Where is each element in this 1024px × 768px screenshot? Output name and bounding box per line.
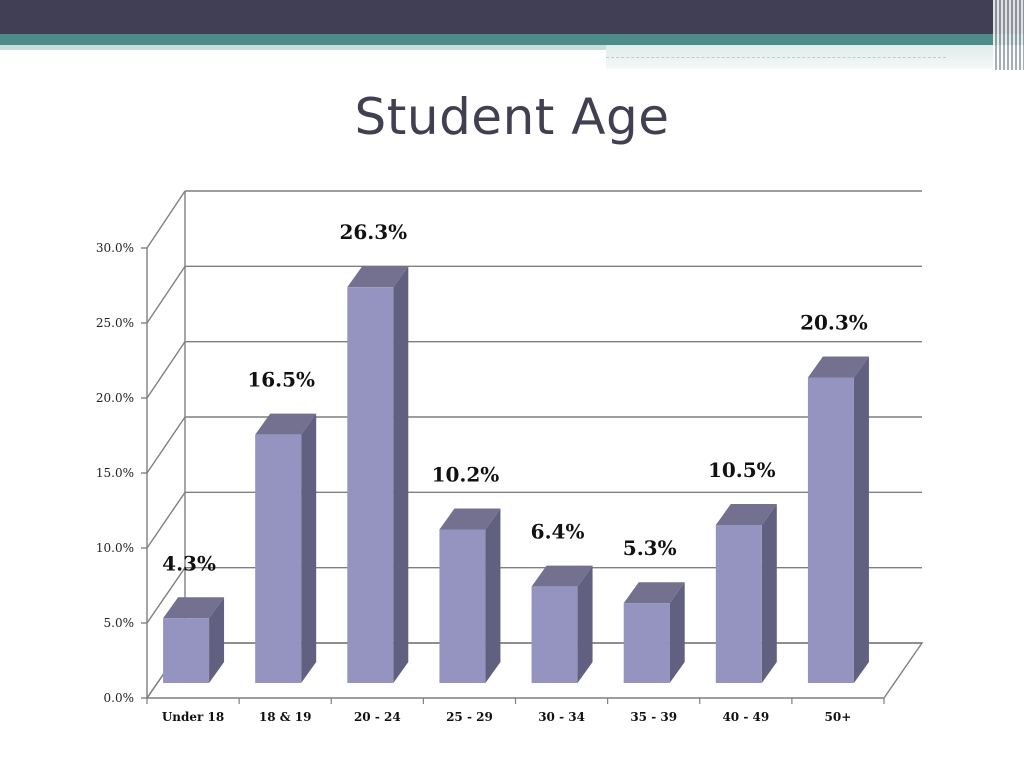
bar-side xyxy=(301,413,317,683)
header-light-band xyxy=(0,45,606,50)
y-tick-label: 15.0% xyxy=(96,466,134,480)
side-gridline xyxy=(146,416,186,474)
bar-top xyxy=(347,266,409,288)
y-tick-label: 20.0% xyxy=(96,391,134,405)
header-dashed-line xyxy=(606,57,946,59)
y-tick-label: 5.0% xyxy=(104,616,135,630)
bar-top xyxy=(439,508,501,530)
bar-top xyxy=(255,413,317,435)
bar-side xyxy=(485,508,501,683)
data-label: 5.3% xyxy=(623,536,677,560)
side-gridline xyxy=(146,341,186,399)
data-label: 16.5% xyxy=(247,368,315,392)
side-gridline xyxy=(146,190,186,249)
x-tick-label: 50+ xyxy=(825,710,852,724)
data-label: 10.2% xyxy=(432,462,500,486)
header-dark-band xyxy=(0,0,1024,34)
x-tick-label: 35 - 39 xyxy=(630,710,677,724)
y-tick-label: 30.0% xyxy=(96,241,134,255)
y-tick-label: 25.0% xyxy=(96,316,134,330)
y-tick-label: 0.0% xyxy=(104,691,135,705)
bar-top xyxy=(531,565,593,587)
data-label: 20.3% xyxy=(800,310,868,334)
x-tick-label: 30 - 34 xyxy=(538,710,585,724)
bar-side xyxy=(577,565,593,683)
bar xyxy=(255,434,302,683)
bar-top xyxy=(715,503,777,525)
bar xyxy=(623,603,670,683)
bar-top xyxy=(163,597,225,619)
x-tick-label: 20 - 24 xyxy=(354,710,401,724)
data-label: 10.5% xyxy=(708,458,776,482)
bar-side xyxy=(853,356,869,683)
side-gridline xyxy=(146,491,186,549)
bar-side xyxy=(393,266,409,683)
x-tick-label: Under 18 xyxy=(162,710,224,724)
bar xyxy=(347,287,394,683)
bar-top xyxy=(623,582,685,604)
bar-top xyxy=(807,356,869,378)
data-label: 6.4% xyxy=(531,520,585,544)
side-gridline xyxy=(146,567,186,624)
bar-side xyxy=(761,503,777,683)
header-teal-band xyxy=(0,34,1024,45)
bar xyxy=(807,377,854,683)
bar-side xyxy=(669,582,685,683)
y-tick-label: 10.0% xyxy=(96,541,134,555)
data-label: 26.3% xyxy=(339,220,407,244)
side-gridline xyxy=(146,265,186,324)
bar xyxy=(715,524,762,683)
slide-title: Student Age xyxy=(354,88,670,146)
header-edge-lines xyxy=(993,0,1024,70)
x-tick-label: 18 & 19 xyxy=(259,710,312,724)
bar xyxy=(163,618,210,683)
x-tick-label: 25 - 29 xyxy=(446,710,493,724)
x-tick-label: 40 - 49 xyxy=(722,710,769,724)
bar-side xyxy=(209,597,225,683)
data-label: 4.3% xyxy=(162,551,216,575)
bar xyxy=(439,529,486,683)
bar xyxy=(531,586,578,683)
